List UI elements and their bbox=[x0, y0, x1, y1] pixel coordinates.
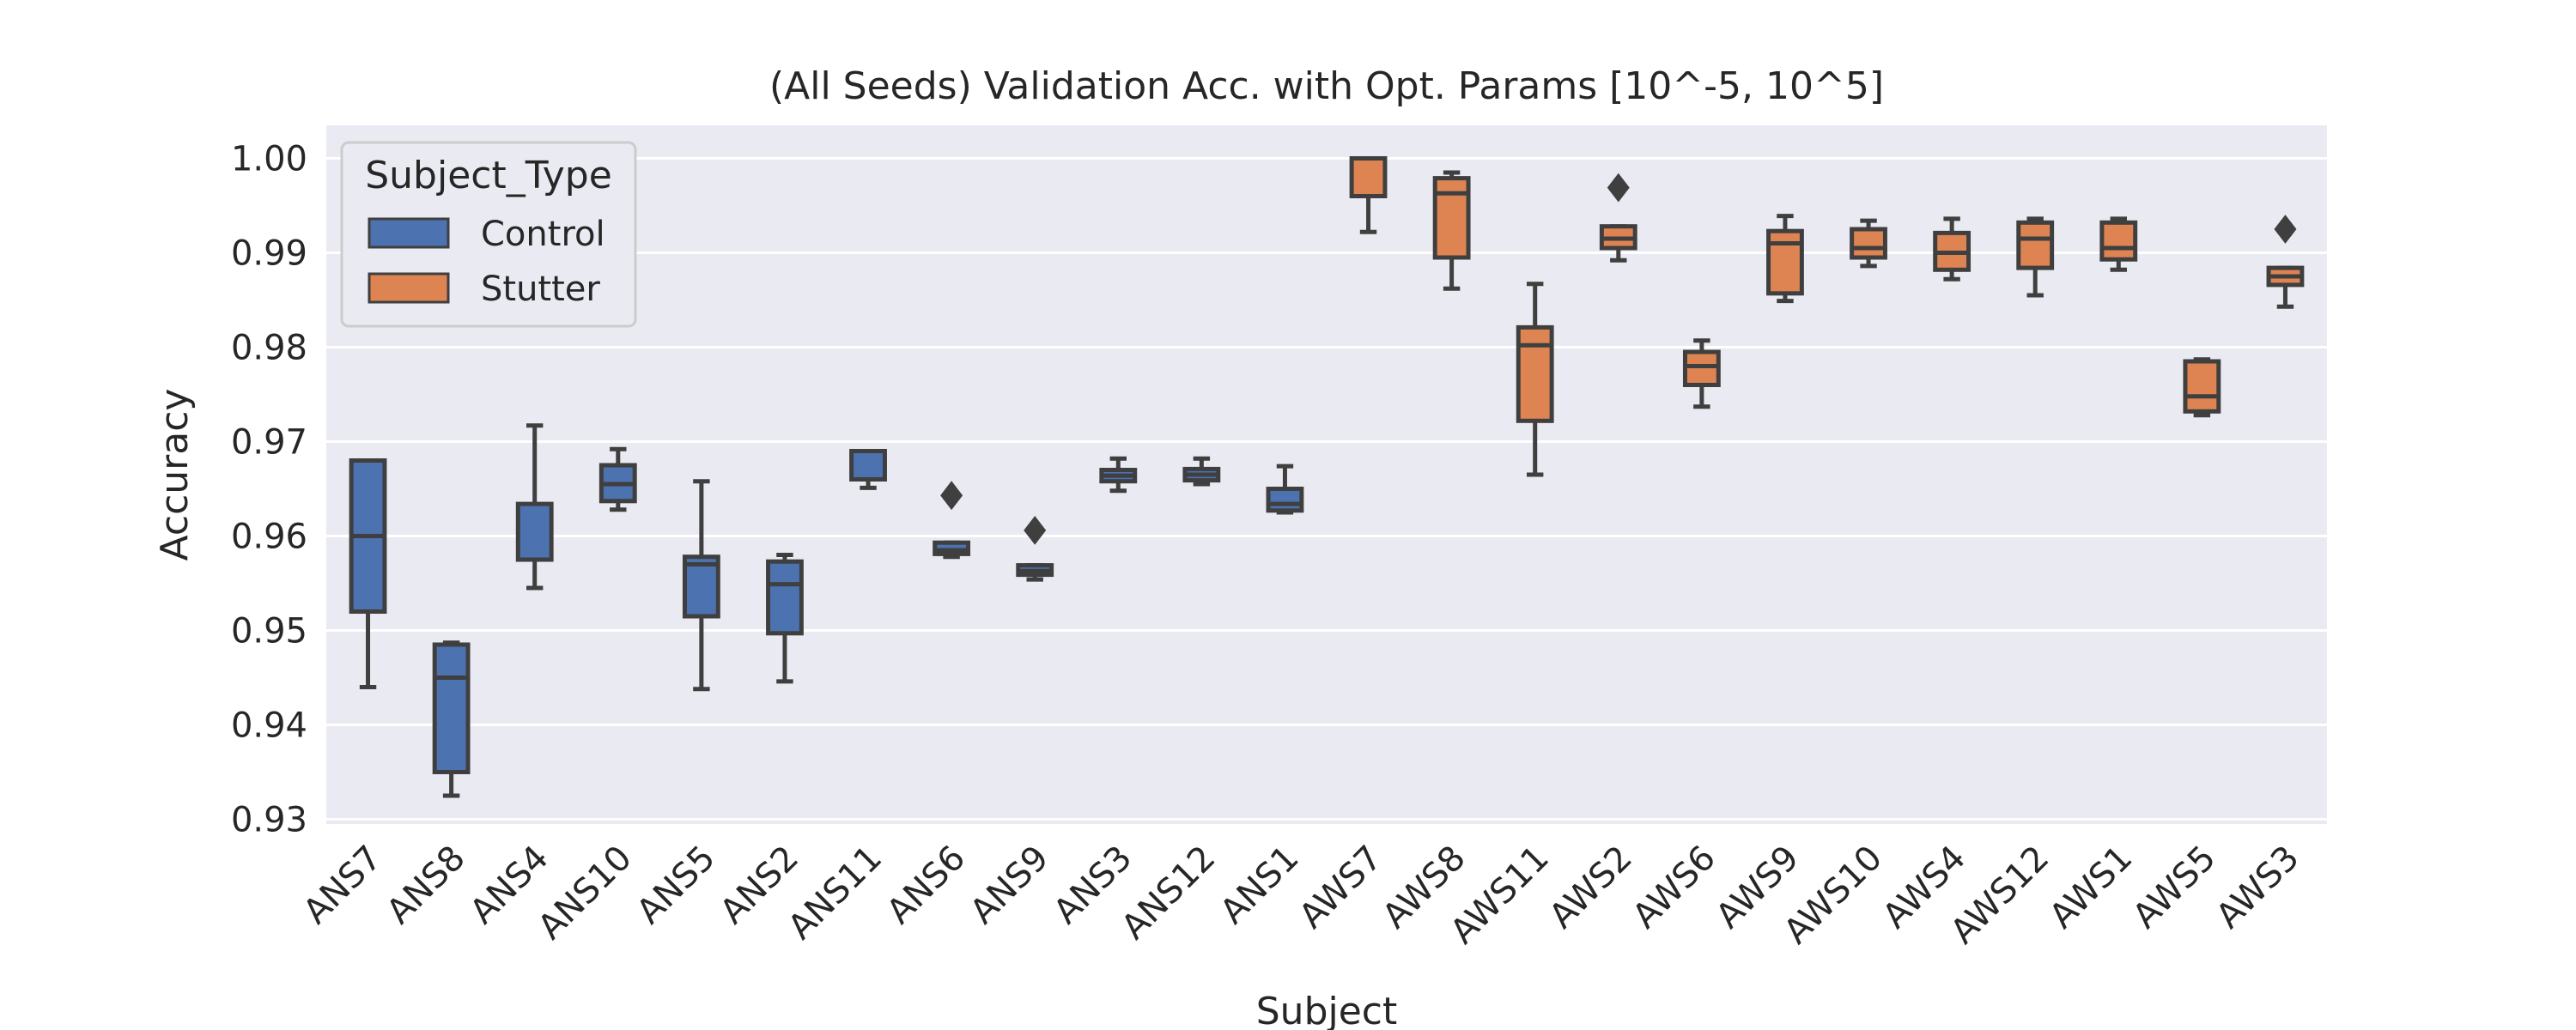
x-tick-label: ANS10 bbox=[531, 839, 640, 948]
box-ans9 bbox=[1016, 516, 1054, 582]
legend-swatch-control bbox=[368, 217, 450, 249]
x-tick-label: ANS11 bbox=[781, 839, 890, 948]
plot-background bbox=[326, 125, 2327, 824]
box-aws5 bbox=[2183, 357, 2221, 418]
box-ans2 bbox=[766, 553, 804, 684]
box-aws8 bbox=[1432, 170, 1471, 291]
box-aws4 bbox=[1933, 216, 1971, 282]
y-axis-label: Accuracy bbox=[153, 389, 197, 561]
y-tick-label: 0.99 bbox=[231, 234, 307, 274]
box-body bbox=[2016, 220, 2055, 270]
y-tick-label: 0.93 bbox=[231, 801, 307, 840]
x-tick-label: AWS5 bbox=[2125, 839, 2223, 936]
legend-title: Subject_Type bbox=[365, 154, 612, 197]
x-tick-label: ANS7 bbox=[296, 839, 390, 932]
box-body bbox=[766, 559, 804, 636]
chart-title: (All Seeds) Validation Acc. with Opt. Pa… bbox=[769, 64, 1884, 108]
box-body bbox=[1850, 227, 1887, 260]
box-body bbox=[1266, 487, 1304, 513]
box-ans1 bbox=[1266, 464, 1304, 515]
box-body bbox=[1432, 176, 1471, 260]
box-aws7 bbox=[1349, 156, 1388, 234]
boxes bbox=[349, 156, 2305, 798]
outlier-point bbox=[1024, 516, 1047, 545]
box-ans5 bbox=[682, 479, 720, 692]
box-ans3 bbox=[1099, 456, 1138, 494]
x-tick-label: ANS12 bbox=[1114, 839, 1223, 948]
box-aws2 bbox=[1599, 173, 1637, 263]
y-tick-label: 0.94 bbox=[231, 706, 307, 746]
box-ans11 bbox=[849, 449, 887, 490]
box-ans7 bbox=[349, 458, 387, 689]
outlier-point bbox=[1607, 173, 1630, 203]
x-axis-label: Subject bbox=[1256, 990, 1397, 1030]
box-body bbox=[1682, 349, 1721, 387]
box-ans4 bbox=[515, 423, 554, 591]
box-body bbox=[1349, 156, 1388, 198]
y-tick-label: 0.97 bbox=[231, 423, 307, 463]
x-tick-label: ANS9 bbox=[963, 839, 1056, 932]
box-aws3 bbox=[2266, 215, 2305, 309]
x-tick-label: ANS1 bbox=[1213, 839, 1307, 932]
outlier-point bbox=[2274, 215, 2297, 244]
x-tick-label: AWS7 bbox=[1291, 839, 1389, 936]
legend: Subject_Type Control Stutter bbox=[340, 141, 637, 328]
x-tick-label: AWS2 bbox=[1542, 839, 1640, 936]
outlier-point bbox=[940, 481, 963, 511]
box-body bbox=[682, 554, 720, 619]
box-aws12 bbox=[2016, 216, 2055, 298]
x-tick-label: AWS3 bbox=[2208, 839, 2306, 936]
box-aws11 bbox=[1516, 282, 1554, 477]
box-aws6 bbox=[1682, 338, 1721, 409]
x-tick-label: AWS1 bbox=[2042, 839, 2140, 936]
box-aws10 bbox=[1850, 218, 1887, 269]
box-aws1 bbox=[2099, 216, 2138, 272]
legend-label-stutter: Stutter bbox=[481, 270, 600, 309]
box-ans8 bbox=[432, 640, 471, 798]
box-body bbox=[1516, 324, 1554, 423]
legend-swatch-stutter bbox=[368, 272, 450, 304]
box-body bbox=[432, 642, 471, 774]
x-tick-label: ANS5 bbox=[629, 839, 723, 932]
box-body bbox=[849, 449, 887, 482]
legend-label-control: Control bbox=[481, 215, 605, 254]
y-tick-label: 0.98 bbox=[231, 329, 307, 368]
box-ans10 bbox=[598, 446, 637, 512]
box-ans12 bbox=[1182, 456, 1221, 487]
box-ans6 bbox=[933, 481, 971, 560]
box-body bbox=[2183, 359, 2221, 414]
box-aws9 bbox=[1766, 214, 1804, 304]
box-body bbox=[2099, 220, 2138, 262]
x-tick-label: ANS8 bbox=[380, 839, 473, 932]
x-tick-labels: ANS7ANS8ANS4ANS10ANS5ANS2ANS11ANS6ANS9AN… bbox=[296, 839, 2307, 952]
box-body bbox=[515, 501, 554, 562]
y-tick-label: 0.96 bbox=[231, 518, 307, 557]
y-tick-labels: 0.93 0.94 0.95 0.96 0.97 0.98 0.99 1.00 bbox=[231, 140, 307, 840]
box-body bbox=[1766, 228, 1804, 296]
gridlines bbox=[326, 157, 2327, 821]
x-tick-label: AWS6 bbox=[1625, 839, 1723, 936]
x-tick-label: ANS6 bbox=[879, 839, 973, 932]
y-tick-label: 1.00 bbox=[231, 140, 307, 179]
y-tick-label: 0.95 bbox=[231, 612, 307, 651]
